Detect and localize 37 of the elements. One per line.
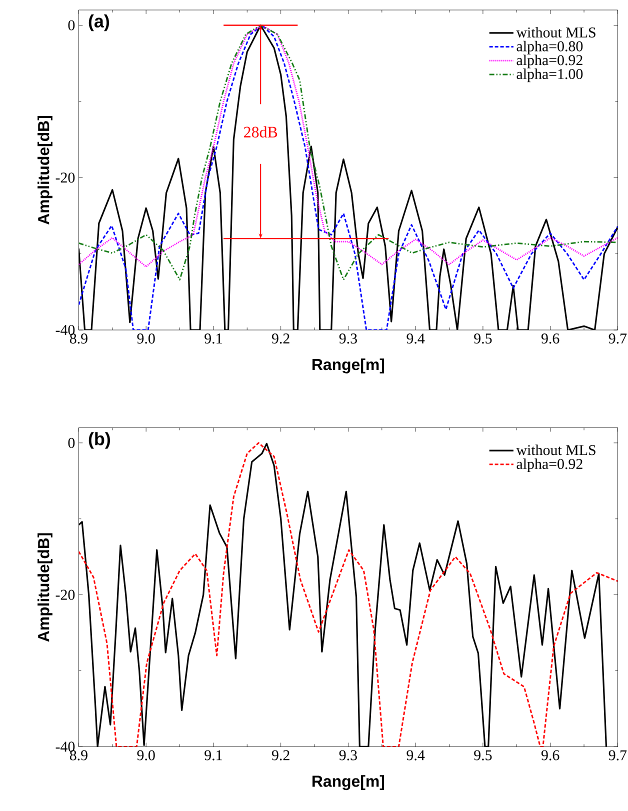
legend-label: alpha=0.92 [516,54,582,68]
x-tick-label: 9.4 [406,334,425,344]
y-axis-title: Amplitude[dB] [38,116,52,224]
legend-label: alpha=0.80 [516,40,583,54]
x-tick-label: 9.2 [272,750,290,760]
x-axis-title: Range[m] [312,358,384,374]
legend-label: alpha=0.92 [516,458,582,472]
x-tick-label: 9.2 [272,334,290,344]
x-tick-label: 9.3 [339,750,357,760]
x-tick-label: 9.7 [608,334,627,344]
annotation: 28dB [244,126,278,138]
x-tick-label: 8.9 [70,334,88,344]
y-tick-label: -20 [56,172,75,183]
y-tick-label: 0 [68,20,75,30]
y-tick-label: -40 [56,324,75,336]
y-tick-label: -20 [56,590,75,600]
legend-label: alpha=1.00 [516,68,583,82]
y-tick-label: 0 [68,438,75,448]
x-tick-label: 8.9 [70,750,88,760]
x-tick-label: 9.6 [541,334,560,344]
x-tick-label: 9.0 [137,750,155,760]
x-tick-label: 9.5 [474,750,492,760]
legend-label: without MLS [516,26,596,38]
x-tick-label: 9.7 [608,750,627,760]
x-tick-label: 9.6 [541,750,560,760]
x-tick-label: 9.1 [204,334,222,344]
y-axis-title: Amplitude[dB] [38,533,52,642]
x-tick-label: 9.4 [406,750,425,760]
annotation: (b) [88,432,110,449]
x-tick-label: 9.5 [474,334,492,344]
x-tick-label: 9.0 [137,334,155,344]
x-tick-label: 9.1 [204,750,222,760]
x-axis-title: Range[m] [312,775,384,790]
annotation: (a) [88,14,109,32]
x-tick-label: 9.3 [339,334,357,344]
legend-label: without MLS [516,444,596,456]
y-tick-label: -40 [56,742,75,752]
